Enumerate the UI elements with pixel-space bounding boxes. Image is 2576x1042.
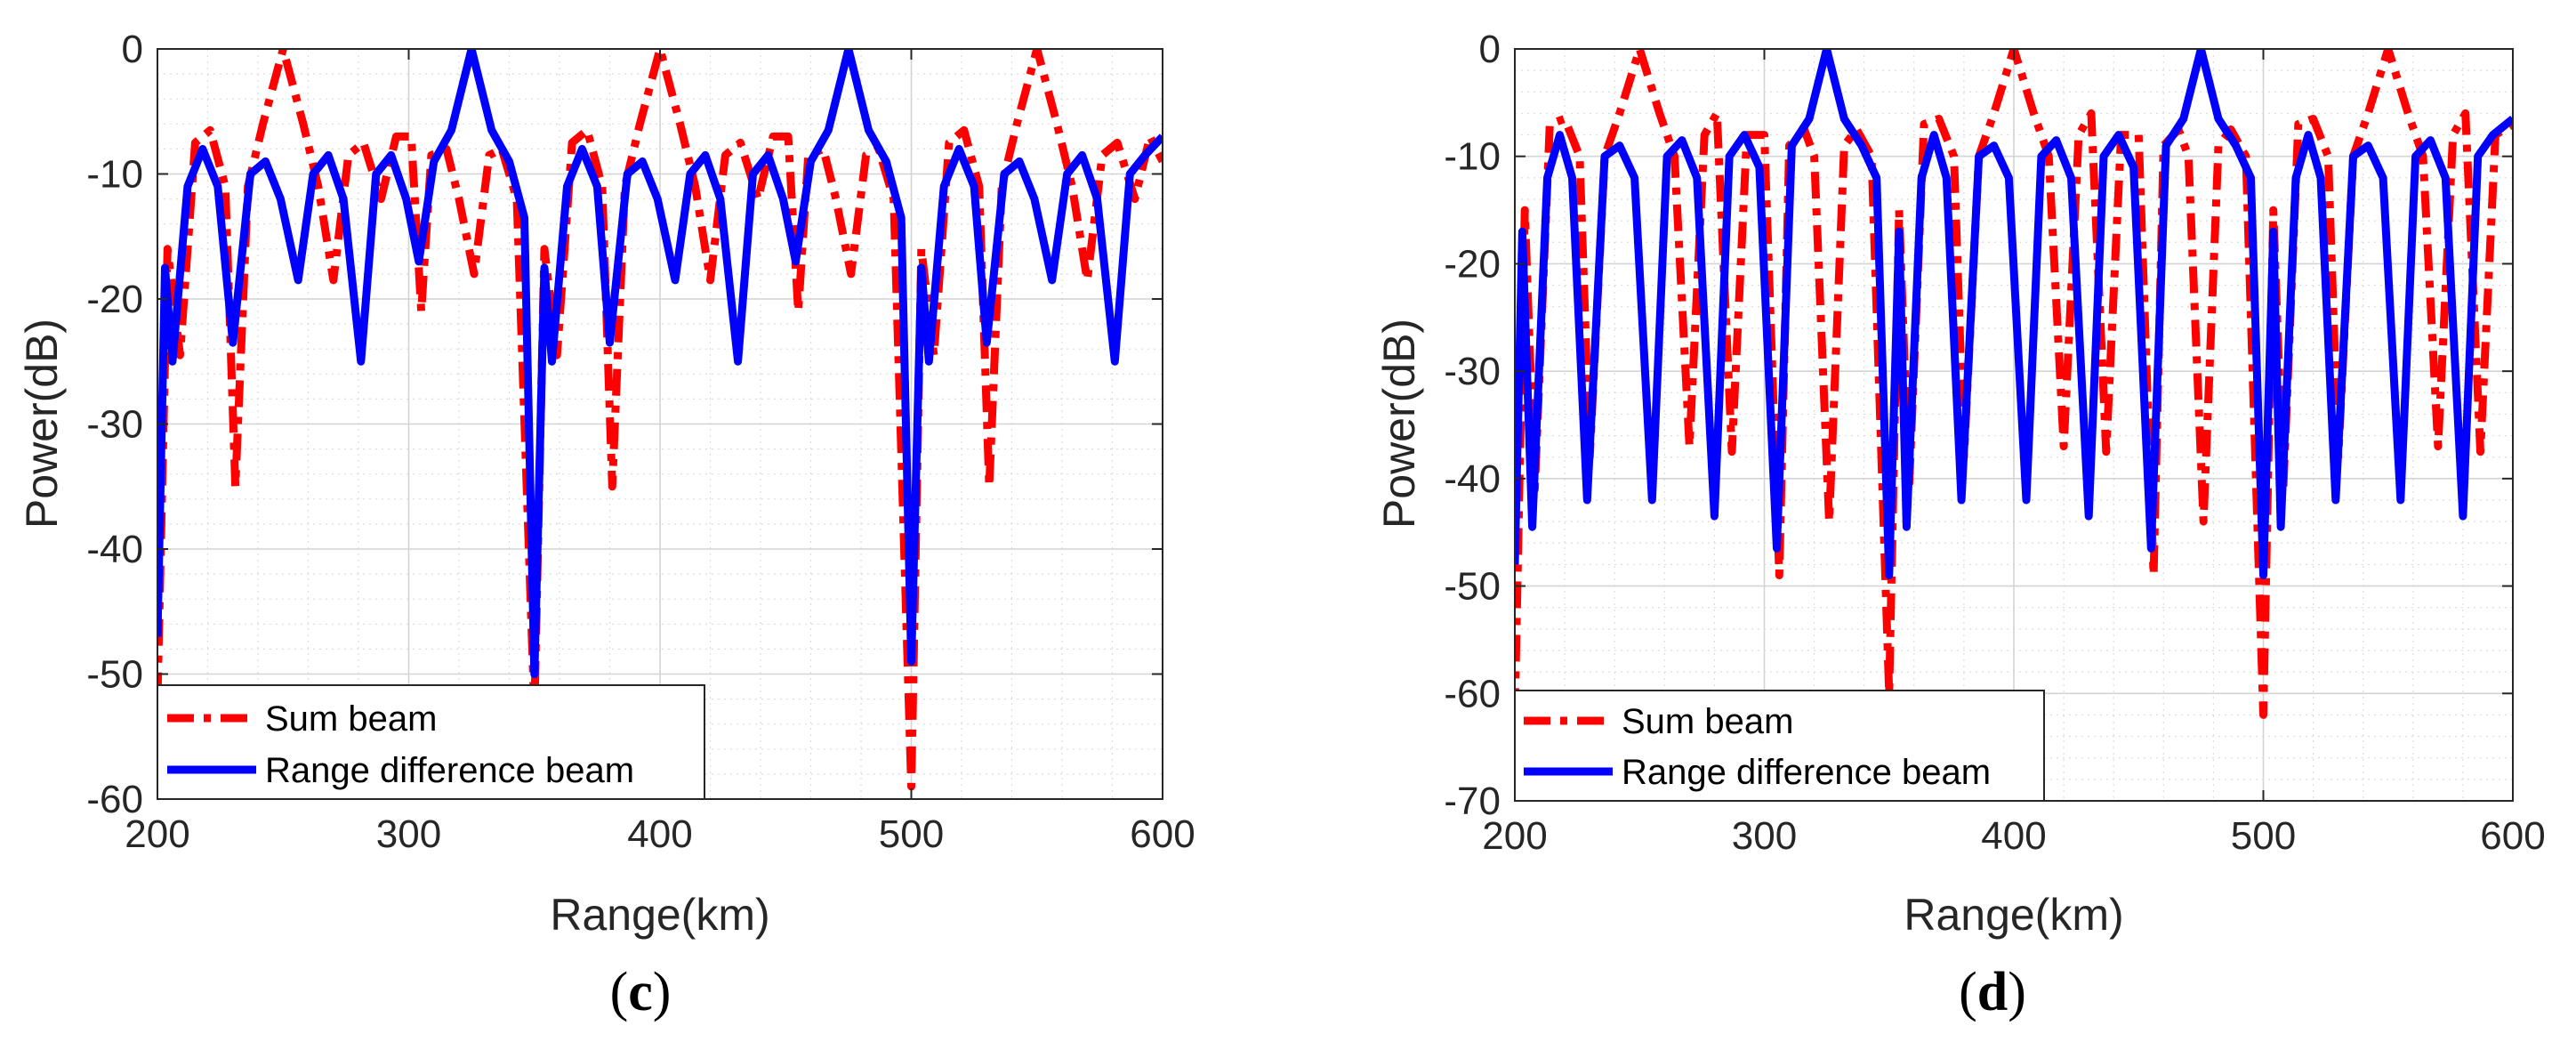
legend-label-sum-beam: Sum beam xyxy=(265,699,437,739)
y-tick-label: -10 xyxy=(1444,135,1501,179)
axis-ticks: 200 300 400 500 600 0 -10 -20 -30 -40 -50 -60 -70 xyxy=(1444,28,2545,858)
y-axis-label: Power(dB) xyxy=(17,319,67,529)
legend-label-sum-beam: Sum beam xyxy=(1622,702,1793,741)
x-tick-label: 400 xyxy=(627,812,692,856)
panel-label-c: (c) xyxy=(610,962,672,1022)
x-axis-label: Range(km) xyxy=(550,890,769,940)
legend: Sum beam Range difference beam xyxy=(157,684,705,800)
y-tick-label: -40 xyxy=(86,528,143,571)
y-tick-label: -60 xyxy=(86,778,143,821)
y-tick-label: -70 xyxy=(1444,779,1501,823)
y-tick-label: -60 xyxy=(1444,672,1501,715)
legend-label-range-difference-beam: Range difference beam xyxy=(265,751,634,790)
legend: Sum beam Range difference beam xyxy=(1514,690,2045,802)
y-tick-label: -20 xyxy=(1444,242,1501,286)
x-tick-label: 500 xyxy=(2231,814,2296,858)
x-tick-label: 200 xyxy=(125,812,189,856)
series-layer xyxy=(157,49,1163,791)
chart-panel-d: 200 300 400 500 600 0 -10 -20 -30 -40 -50 -60 -70 Ra… xyxy=(1374,28,2546,1022)
series-line-range-difference-beam xyxy=(1515,49,2513,579)
x-tick-label: 300 xyxy=(376,812,441,856)
legend-label-range-difference-beam: Range difference beam xyxy=(1622,753,1991,792)
series-line-range-difference-beam xyxy=(157,49,1163,678)
series-layer xyxy=(1515,49,2513,719)
legend-box xyxy=(157,684,705,800)
x-tick-label: 300 xyxy=(1732,814,1797,858)
x-tick-label: 500 xyxy=(879,812,944,856)
chart-panel-c: 200 300 400 500 600 0 -10 -20 -30 -40 -50 -60 Range… xyxy=(17,28,1195,1022)
y-tick-label: 0 xyxy=(1479,28,1501,71)
x-tick-label: 400 xyxy=(1981,814,2046,858)
y-tick-label: -40 xyxy=(1444,457,1501,501)
x-axis-label: Range(km) xyxy=(1904,890,2123,940)
y-tick-label: -20 xyxy=(86,278,143,321)
y-tick-label: -30 xyxy=(86,403,143,447)
y-tick-label: -30 xyxy=(1444,350,1501,393)
y-tick-label: -50 xyxy=(86,653,143,697)
x-tick-label: 600 xyxy=(2480,814,2545,858)
panel-label-d: (d) xyxy=(1959,962,2026,1022)
y-tick-label: -10 xyxy=(86,153,143,197)
y-tick-label: -50 xyxy=(1444,565,1501,609)
legend-box xyxy=(1514,690,2045,802)
y-tick-label: 0 xyxy=(122,28,143,71)
axis-ticks: 200 300 400 500 600 0 -10 -20 -30 -40 -50 -60 xyxy=(86,28,1195,856)
x-tick-label: 200 xyxy=(1482,814,1547,858)
x-tick-label: 600 xyxy=(1130,812,1195,856)
y-axis-label: Power(dB) xyxy=(1374,319,1424,529)
